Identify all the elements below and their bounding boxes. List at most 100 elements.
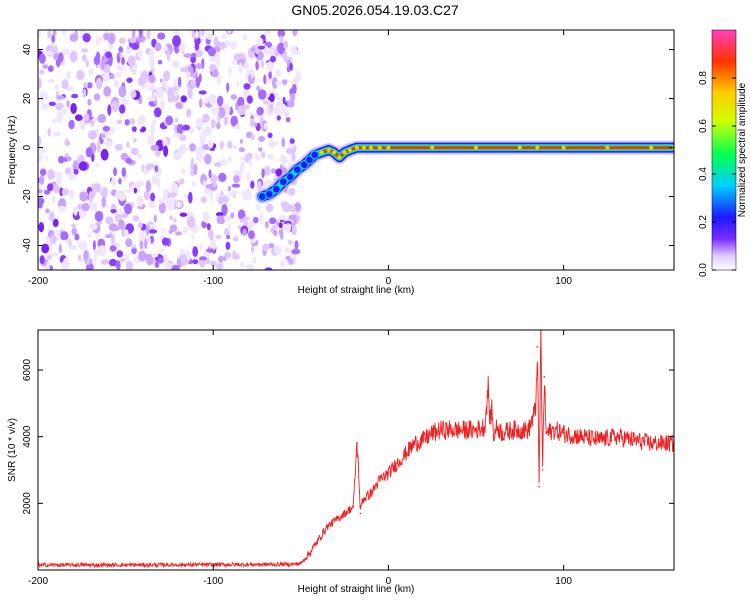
- noise-speckle: [274, 244, 282, 256]
- noise-speckle: [286, 100, 295, 108]
- noise-speckle: [45, 261, 50, 270]
- noise-speckle: [259, 212, 264, 225]
- y-tick-label: 20: [22, 93, 33, 105]
- snr-point: [536, 345, 539, 348]
- noise-speckle: [263, 122, 268, 130]
- noise-speckle: [130, 35, 138, 45]
- noise-speckle: [125, 189, 132, 194]
- noise-speckle: [96, 140, 101, 153]
- noise-speckle: [89, 223, 98, 230]
- noise-speckle: [133, 187, 138, 194]
- noise-speckle: [47, 169, 55, 180]
- noise-speckle: [39, 255, 45, 265]
- snr-line: [38, 330, 674, 569]
- noise-speckle: [80, 48, 89, 53]
- noise-speckle: [71, 228, 77, 235]
- noise-speckle: [216, 215, 224, 225]
- noise-speckle: [237, 96, 245, 108]
- noise-speckle: [56, 111, 64, 124]
- snr-point: [597, 439, 600, 441]
- noise-speckle: [179, 212, 188, 217]
- noise-speckle: [154, 261, 160, 268]
- noise-speckle: [81, 54, 87, 62]
- snr-point: [296, 563, 299, 565]
- noise-speckle: [215, 235, 222, 239]
- noise-speckle: [126, 141, 130, 149]
- noise-speckle: [210, 174, 218, 184]
- snr-point: [487, 385, 490, 388]
- noise-speckle: [112, 226, 120, 231]
- snr-point: [541, 469, 544, 471]
- noise-speckle: [265, 203, 274, 213]
- snr-point: [440, 429, 442, 431]
- snr-point: [501, 432, 504, 435]
- snr-point: [527, 429, 530, 431]
- noise-speckle: [38, 77, 42, 90]
- snr-point: [359, 512, 362, 515]
- noise-speckle: [85, 59, 90, 68]
- noise-speckle: [82, 88, 87, 98]
- trace-point: [326, 148, 331, 152]
- noise-speckle: [120, 152, 129, 161]
- noise-speckle: [102, 125, 110, 132]
- noise-speckle: [224, 251, 232, 259]
- snr-point: [540, 332, 542, 335]
- noise-speckle: [151, 175, 158, 185]
- snr-point: [335, 519, 337, 521]
- noise-speckle: [187, 87, 193, 99]
- noise-speckle: [101, 196, 107, 208]
- noise-speckle: [193, 163, 198, 176]
- noise-speckle: [238, 147, 246, 153]
- noise-speckle: [120, 97, 125, 103]
- noise-speckle: [100, 259, 110, 265]
- noise-speckle: [154, 151, 161, 157]
- noise-speckle: [58, 243, 62, 254]
- snr-point: [357, 469, 360, 471]
- noise-speckle: [263, 166, 271, 176]
- spectrogram-frame: [37, 29, 675, 271]
- noise-speckle: [207, 47, 216, 57]
- noise-speckle: [51, 118, 57, 124]
- noise-speckle: [183, 53, 193, 58]
- noise-speckle: [119, 207, 123, 216]
- noise-speckle: [163, 145, 169, 157]
- noise-speckle: [250, 134, 255, 141]
- noise-speckle: [119, 104, 126, 114]
- noise-speckle: [95, 162, 100, 168]
- noise-speckle: [110, 209, 117, 214]
- noise-speckle: [203, 187, 212, 195]
- noise-speckle: [60, 107, 68, 116]
- noise-speckle: [119, 37, 126, 45]
- noise-speckle: [245, 152, 253, 160]
- noise-speckle: [162, 188, 169, 196]
- noise-speckle: [209, 93, 214, 100]
- x-tick-label: 100: [555, 276, 572, 287]
- colorbar-label: Normalized spectral amplitude: [737, 82, 748, 217]
- noise-speckle: [240, 190, 247, 197]
- noise-speckle: [119, 258, 125, 263]
- x-tick-label: -100: [203, 576, 223, 587]
- noise-speckle: [285, 223, 291, 234]
- noise-speckle: [159, 78, 163, 83]
- noise-speckle: [268, 243, 275, 249]
- noise-speckle: [52, 30, 57, 36]
- noise-speckle: [87, 232, 92, 238]
- snr-point: [489, 422, 491, 425]
- trace-point: [319, 150, 324, 155]
- noise-speckle: [256, 106, 264, 116]
- trace-point: [337, 155, 342, 160]
- x-tick-label: -200: [28, 576, 48, 587]
- noise-speckle: [76, 70, 85, 81]
- trace-point: [430, 145, 435, 150]
- noise-speckle: [146, 224, 150, 236]
- noise-speckle: [223, 215, 232, 222]
- noise-speckle: [42, 64, 49, 69]
- noise-speckle: [40, 96, 44, 104]
- noise-speckle: [174, 231, 183, 236]
- noise-speckle: [153, 107, 162, 118]
- noise-speckle: [83, 113, 90, 122]
- trace-point: [386, 145, 391, 150]
- noise-speckle: [68, 244, 77, 251]
- noise-speckle: [54, 84, 59, 91]
